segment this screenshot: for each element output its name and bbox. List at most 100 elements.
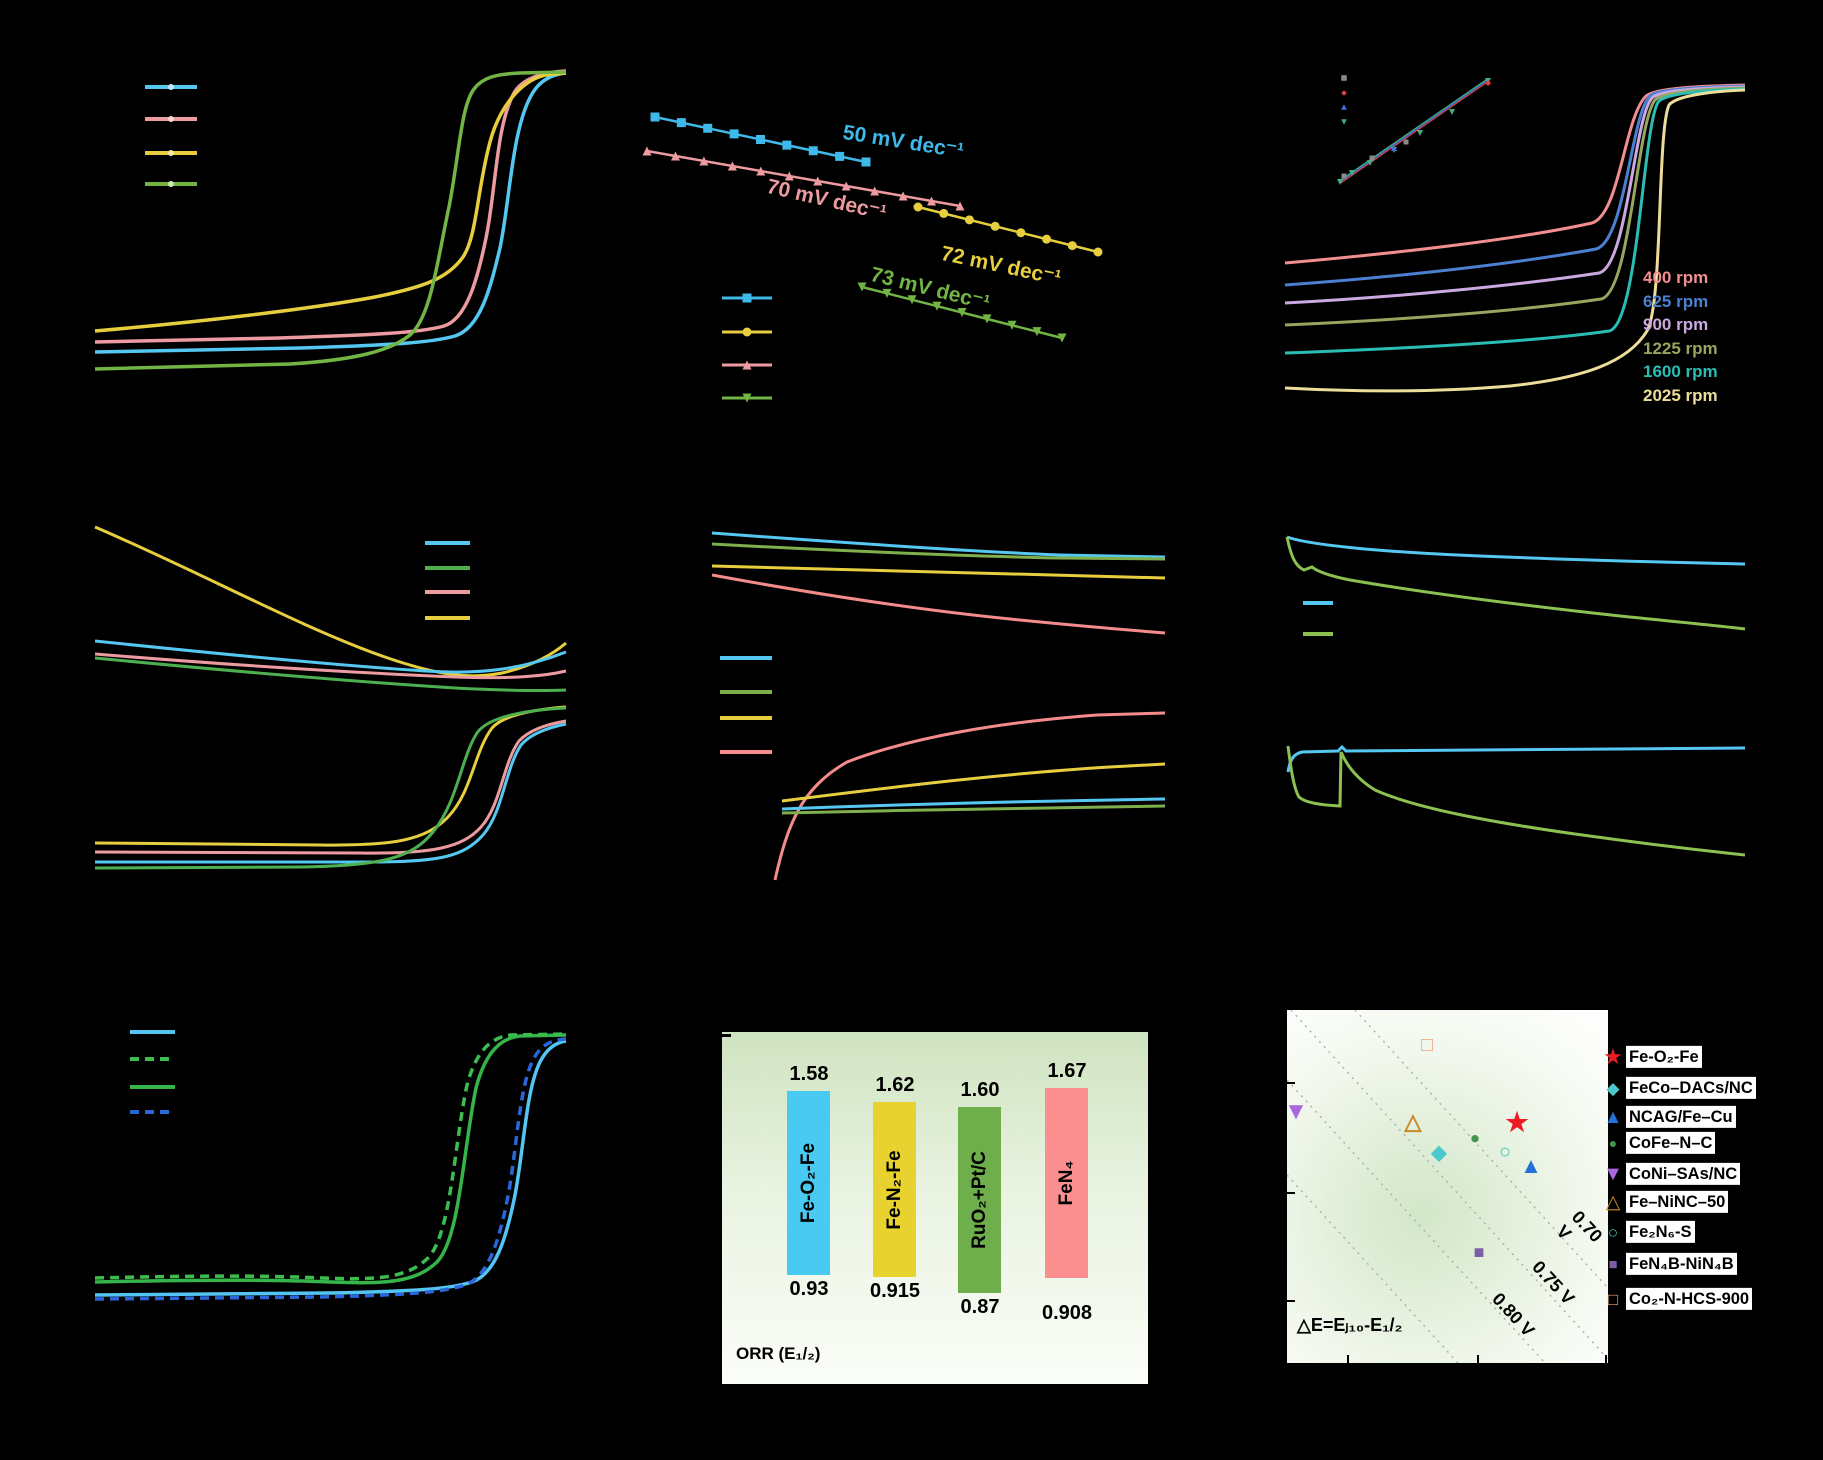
legend-label: Fe₂N₆-S [1626, 1220, 1695, 1244]
triangle-down-marker [1349, 170, 1355, 176]
square-marker [756, 135, 765, 144]
legend-item: ★ Fe-O₂-Fe [1600, 1043, 1702, 1069]
x-axis-tick [1605, 1355, 1607, 1363]
scatter-point-7: ○ [1498, 1141, 1512, 1163]
scatter-point-8: ■ [1473, 1242, 1485, 1262]
triangle-down-marker [1485, 78, 1491, 84]
panel-h-title: ORR (E₁/₂) [736, 1344, 821, 1363]
legend-label: Fe-O₂-Fe [1626, 1045, 1702, 1069]
square-marker [808, 146, 818, 156]
circle-icon: ● [1608, 1134, 1618, 1151]
triangle-marker [727, 161, 737, 171]
square-marker [676, 118, 686, 128]
triangle-marker [1391, 145, 1397, 151]
triangle-marker [955, 201, 965, 211]
legend-label: CoNi–SAs/NC [1626, 1162, 1741, 1186]
diamond-marker [1485, 80, 1491, 86]
bar-top-value: 1.58 [789, 1063, 829, 1085]
triangle-marker [927, 196, 937, 206]
bar-fen4: FeN₄ [1045, 1088, 1088, 1278]
legend-item: ◆ FeCo–DACs/NC [1600, 1076, 1756, 1100]
square-marker [1369, 155, 1375, 161]
square-open-icon: □ [1607, 1289, 1619, 1309]
rpm-label: 625 rpm [1643, 291, 1709, 311]
legend-item: △ Fe–NiNC–50 [1600, 1190, 1729, 1214]
triangle-down-marker [1337, 179, 1343, 185]
bar-bottom-value: 0.908 [1041, 1302, 1093, 1324]
circle-marker [1093, 247, 1103, 257]
bar-top-value: 1.62 [875, 1074, 915, 1096]
triangle-down-marker [1449, 109, 1455, 115]
rpm-label: 400 rpm [1643, 268, 1709, 287]
triangle-down-marker [1367, 160, 1373, 166]
legend-label: NCAG/Fe–Cu [1626, 1105, 1736, 1129]
panel-i-scatter: 0.70 V 0.75 V 0.80 V ★ ◆ ▲ ● ▼ △ ○ ■ □ △E=Eⱼ₁₀-E₁/… [1284, 1010, 1608, 1363]
triangle-marker [841, 181, 851, 191]
circle-marker [1067, 241, 1077, 251]
circle-marker [742, 327, 752, 337]
panel-g-legend [130, 1030, 175, 1114]
tafel-slope-label: 50 mV dec⁻¹ [841, 120, 966, 163]
panel-i-iso-lines [1287, 1010, 1608, 1363]
square-marker [1403, 139, 1409, 145]
rpm-label: 1225 rpm [1643, 338, 1718, 358]
scatter-point-9: □ [1420, 1034, 1434, 1056]
circle-marker [990, 221, 1000, 231]
scatter-point-5: ▼ [1284, 1098, 1308, 1125]
bar-label-fe-n2-fe: Fe-N₂-Fe [883, 1149, 905, 1230]
bar-fe-o2-fe: Fe-O₂-Fe [787, 1091, 830, 1275]
legend-item: □ Co₂-N-HCS-900 [1600, 1287, 1753, 1311]
triangle-open-icon: △ [1605, 1191, 1621, 1213]
rpm-label: 1600 rpm [1643, 362, 1718, 381]
scatter-point-3: ▲ [1520, 1153, 1542, 1178]
square-marker [1341, 75, 1347, 81]
x-axis-tick [1347, 1355, 1349, 1363]
triangle-down-marker [982, 314, 992, 324]
square-icon: ■ [1608, 1255, 1618, 1273]
star-icon: ★ [1603, 1043, 1623, 1069]
panel-e-legend [720, 656, 772, 754]
bar-bottom-value: 0.87 [960, 1296, 1000, 1318]
square-marker [861, 157, 871, 167]
diamond-marker [1341, 90, 1347, 96]
square-marker [782, 140, 792, 150]
triangle-down-marker [1391, 147, 1397, 153]
scatter-point-1: ★ [1505, 1107, 1529, 1137]
triangle-marker [642, 146, 652, 156]
circle-marker [939, 208, 949, 218]
y-axis-tick [1287, 1192, 1295, 1194]
legend-item: ■ FeN₄B-NiN₄B [1600, 1252, 1737, 1276]
circle-open-icon: ○ [1607, 1222, 1619, 1242]
panel-b-tafel-lines [646, 115, 1099, 340]
legend-label: Co₂-N-HCS-900 [1626, 1287, 1753, 1311]
panel-f-legend [1303, 601, 1333, 636]
legend-item: ○ Fe₂N₆-S [1600, 1220, 1695, 1244]
legend-label: Fe–NiNC–50 [1626, 1190, 1729, 1214]
square-marker [742, 293, 752, 303]
triangle-marker [1341, 104, 1347, 110]
diamond-icon: ◆ [1606, 1078, 1620, 1098]
bar-label-fe-o2-fe: Fe-O₂-Fe [797, 1142, 819, 1224]
scatter-point-2: ◆ [1431, 1142, 1447, 1164]
bar-label-fen4: FeN₄ [1055, 1160, 1077, 1206]
panel-e-curves [711, 531, 1166, 881]
legend-label: FeCo–DACs/NC [1626, 1076, 1756, 1100]
triangle-marker [742, 360, 752, 370]
panel-b-legend [722, 296, 772, 400]
square-marker [650, 112, 660, 122]
panel-g-curves [94, 1032, 567, 1301]
circle-marker [1016, 228, 1026, 238]
bar-bottom-value: 0.93 [789, 1278, 829, 1300]
rpm-label: 2025 rpm [1643, 385, 1718, 405]
triangle-down-marker [742, 393, 752, 403]
circle-marker [1042, 234, 1052, 244]
panel-d-legend [425, 541, 470, 620]
triangle-down-marker [857, 282, 867, 292]
triangle-down-marker [1341, 119, 1347, 125]
triangle-icon: ▲ [1603, 1106, 1623, 1128]
triangle-marker [898, 191, 908, 201]
delta-e-annotation: △E=Eⱼ₁₀-E₁/₂ [1297, 1315, 1403, 1335]
y-axis-tick [1287, 1082, 1295, 1084]
triangle-down-icon: ▼ [1603, 1162, 1623, 1185]
